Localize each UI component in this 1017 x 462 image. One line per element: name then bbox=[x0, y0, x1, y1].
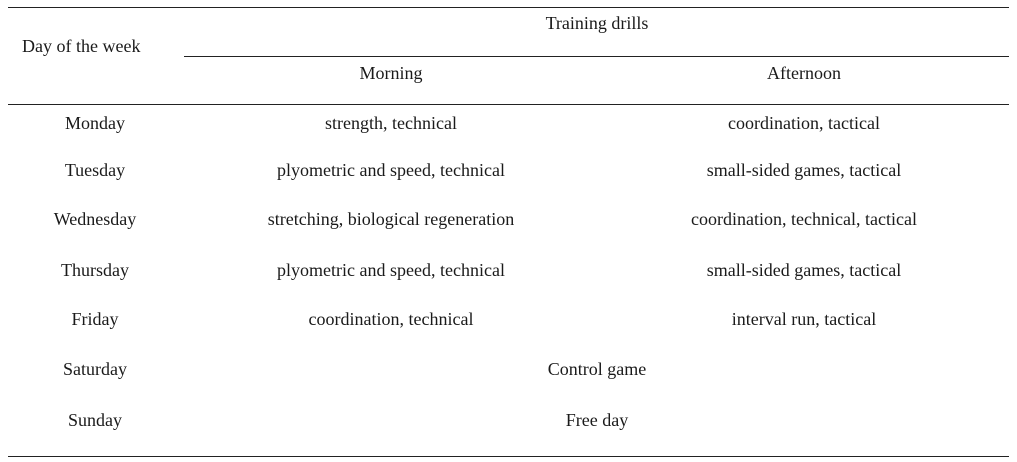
group-header-rule bbox=[184, 56, 1009, 57]
header-bottom-rule bbox=[8, 104, 1009, 105]
table-row-monday-morning: strength, technical bbox=[325, 113, 457, 133]
header-day-of-week: Day of the week bbox=[22, 36, 141, 56]
table-row-sunday-merged: Free day bbox=[565, 410, 629, 430]
table-bottom-rule bbox=[8, 456, 1009, 457]
header-afternoon: Afternoon bbox=[767, 63, 841, 83]
header-training-drills: Training drills bbox=[545, 13, 649, 33]
table-top-rule bbox=[8, 7, 1009, 8]
table-row-sunday-day: Sunday bbox=[68, 410, 122, 430]
table-row-monday-afternoon: coordination, tactical bbox=[728, 113, 880, 133]
table-row-tuesday-day: Tuesday bbox=[64, 160, 126, 180]
table-row-tuesday-morning: plyometric and speed, technical bbox=[277, 160, 505, 180]
table-row-monday-day: Monday bbox=[65, 113, 125, 133]
training-schedule-table: Day of the week Training drills Morning … bbox=[8, 0, 1009, 462]
table-row-thursday-morning: plyometric and speed, technical bbox=[277, 260, 505, 280]
table-row-saturday-day: Saturday bbox=[63, 359, 127, 379]
table-row-wednesday-afternoon: coordination, technical, tactical bbox=[691, 209, 917, 229]
table-row-friday-day: Friday bbox=[71, 309, 119, 329]
table-row-friday-morning: coordination, technical bbox=[308, 309, 474, 329]
table-row-friday-afternoon: interval run, tactical bbox=[731, 309, 877, 329]
table-row-thursday-afternoon: small-sided games, tactical bbox=[706, 260, 902, 280]
table-row-tuesday-afternoon: small-sided games, tactical bbox=[706, 160, 902, 180]
header-morning: Morning bbox=[359, 63, 423, 83]
table-row-thursday-day: Thursday bbox=[61, 260, 129, 280]
table-row-wednesday-day: Wednesday bbox=[53, 209, 137, 229]
table-row-wednesday-morning: stretching, biological regeneration bbox=[267, 209, 515, 229]
table-row-saturday-merged: Control game bbox=[547, 359, 647, 379]
